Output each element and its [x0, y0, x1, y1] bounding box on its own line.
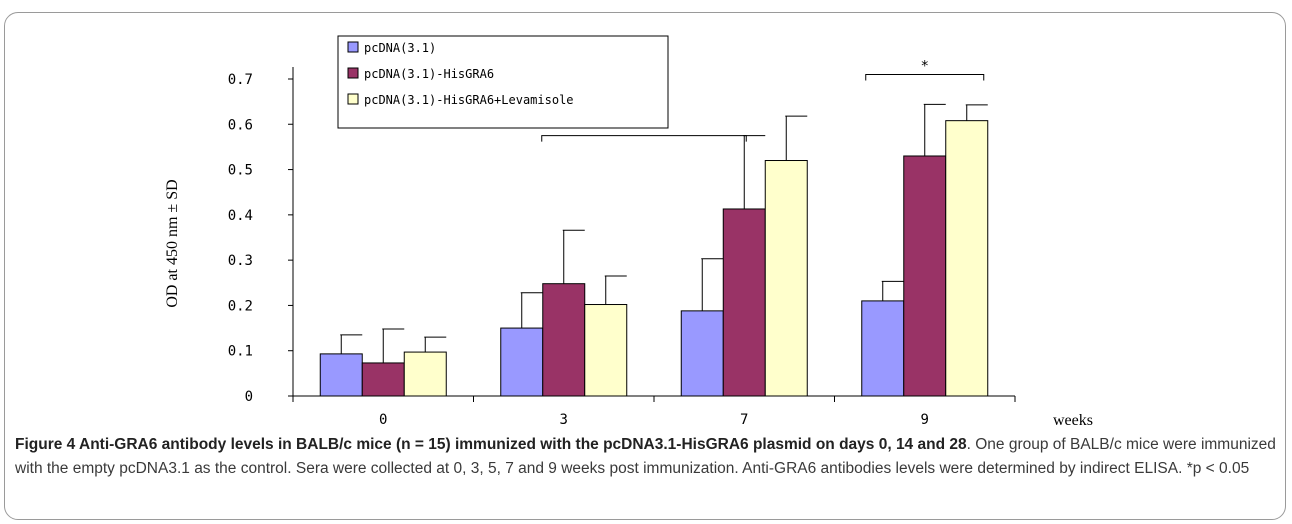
bar	[403, 351, 447, 397]
y-tick-label: 0.5	[228, 163, 253, 179]
caption-title-end: .	[966, 436, 971, 453]
caption-title: Figure 4 Anti-GRA6 antibody levels in BA…	[15, 436, 967, 453]
caption-body: One group of BALB/c mice were immunized …	[15, 436, 1276, 477]
bar	[361, 362, 405, 397]
legend-swatch	[347, 67, 359, 79]
y-tick-label: 0.6	[228, 117, 253, 133]
x-tick-label: 7	[740, 412, 748, 428]
bar	[500, 327, 544, 397]
bar	[680, 310, 724, 397]
y-tick-label: 0	[245, 389, 253, 405]
legend-label: pcDNA(3.1)-HisGRA6+Levamisole	[364, 93, 574, 107]
figure-caption: Figure 4 Anti-GRA6 antibody levels in BA…	[15, 433, 1285, 481]
legend-label: pcDNA(3.1)	[364, 41, 436, 55]
significance-bracket	[865, 73, 985, 81]
x-tick-label: 3	[560, 412, 568, 428]
legend-label: pcDNA(3.1)-HisGRA6	[364, 67, 494, 81]
y-axis-label: OD at 450 nm ± SD	[164, 179, 181, 307]
x-tick-label: 9	[921, 412, 929, 428]
y-tick-label: 0.7	[228, 72, 253, 88]
bar	[319, 353, 363, 397]
x-axis-label: weeks	[1053, 412, 1093, 429]
figure-frame: 0 0.1 0.2 0.3 0.4 0.5 0.6 0.7 OD at 450 nm ± SD 0…	[4, 12, 1286, 520]
legend-swatch	[347, 93, 359, 105]
x-tick-label: 0	[379, 412, 387, 428]
significance-label: *	[921, 58, 928, 74]
bar-chart: 0 0.1 0.2 0.3 0.4 0.5 0.6 0.7 OD at 450 nm ± SD 0…	[164, 35, 1093, 429]
bar	[584, 304, 628, 397]
bar	[903, 155, 947, 397]
legend	[337, 35, 669, 129]
legend-swatch	[347, 41, 359, 53]
y-tick-label: 0.1	[228, 344, 253, 360]
bar	[542, 283, 586, 397]
bar	[861, 300, 905, 397]
y-tick-label: 0.3	[228, 253, 253, 269]
bar	[722, 208, 766, 397]
bar	[945, 120, 989, 397]
bar	[764, 160, 808, 397]
y-tick-label: 0.4	[228, 208, 253, 224]
significance-bracket	[541, 135, 747, 142]
y-tick-label: 0.2	[228, 298, 253, 314]
